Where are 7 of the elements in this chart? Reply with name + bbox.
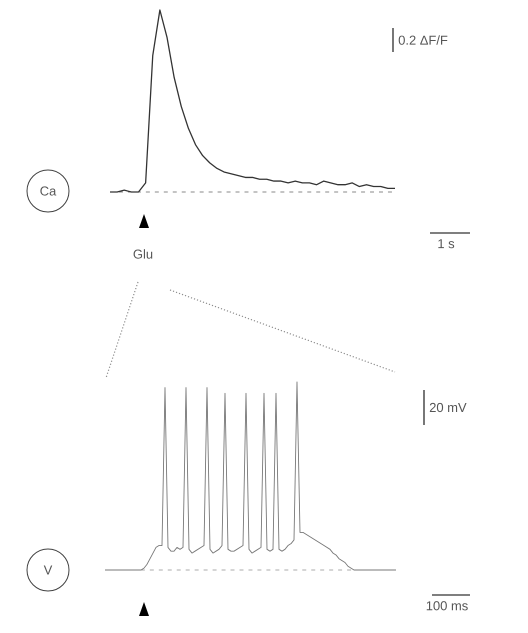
text: Ca bbox=[40, 186, 56, 196]
text: Glu bbox=[134, 249, 152, 259]
text: 20 mV bbox=[430, 402, 467, 412]
text: 0.2 ΔF/F bbox=[398, 35, 448, 45]
text: V bbox=[44, 566, 52, 574]
text: 1 s bbox=[438, 239, 454, 248]
text: 100 ms bbox=[426, 601, 468, 610]
